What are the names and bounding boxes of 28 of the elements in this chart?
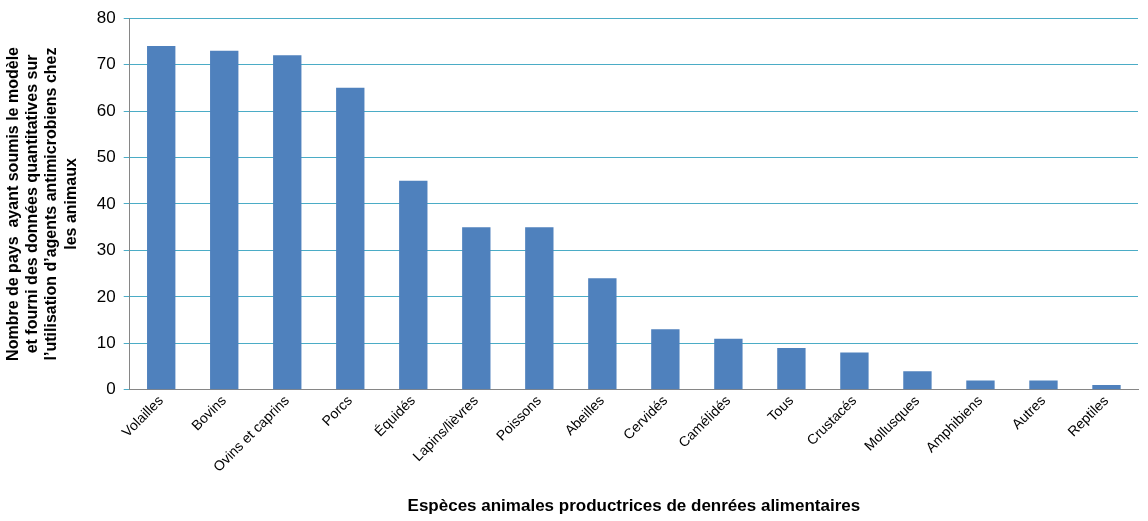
y-tick-label: 50 <box>96 147 116 167</box>
y-tick-label: 70 <box>96 54 116 74</box>
bar <box>273 55 302 390</box>
bar <box>588 278 617 390</box>
bar <box>903 371 932 390</box>
bar <box>399 180 428 390</box>
y-tick-label: 40 <box>96 193 116 213</box>
bar <box>714 338 743 390</box>
bar <box>1092 385 1121 390</box>
bar <box>147 46 176 390</box>
bar <box>966 380 995 390</box>
bar <box>777 347 806 390</box>
bar <box>1029 380 1058 390</box>
x-tick-label: Tous <box>764 392 797 425</box>
y-tick-label: 20 <box>96 286 116 306</box>
bar <box>336 87 365 390</box>
y-tick-label: 0 <box>106 379 116 399</box>
y-tick-label: 30 <box>96 240 116 260</box>
y-tick-label: 80 <box>96 7 116 27</box>
bar <box>840 352 869 390</box>
bar <box>651 329 680 390</box>
bar <box>462 227 491 390</box>
bar <box>525 227 554 390</box>
x-axis-title: Espèces animales productrices de denrées alimentaires <box>407 496 861 516</box>
y-tick-label: 60 <box>96 100 116 120</box>
y-tick-label: 10 <box>96 332 116 352</box>
y-axis-title: Nombre de pays ayant soumis le modèle et fourni des données quantitatives sur l’utilisation d’agents antimicrobiens chez les animaux <box>4 46 79 361</box>
bar <box>210 50 239 390</box>
